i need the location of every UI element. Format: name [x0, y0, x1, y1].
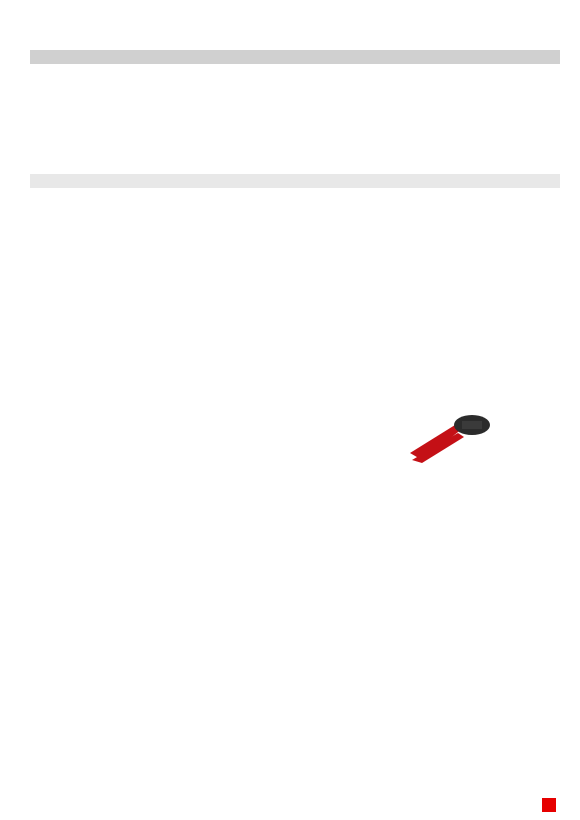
body-row [30, 174, 560, 188]
catalog-page [30, 0, 560, 218]
page-number [542, 798, 556, 812]
table-header [30, 50, 560, 64]
tool-image [400, 405, 520, 467]
